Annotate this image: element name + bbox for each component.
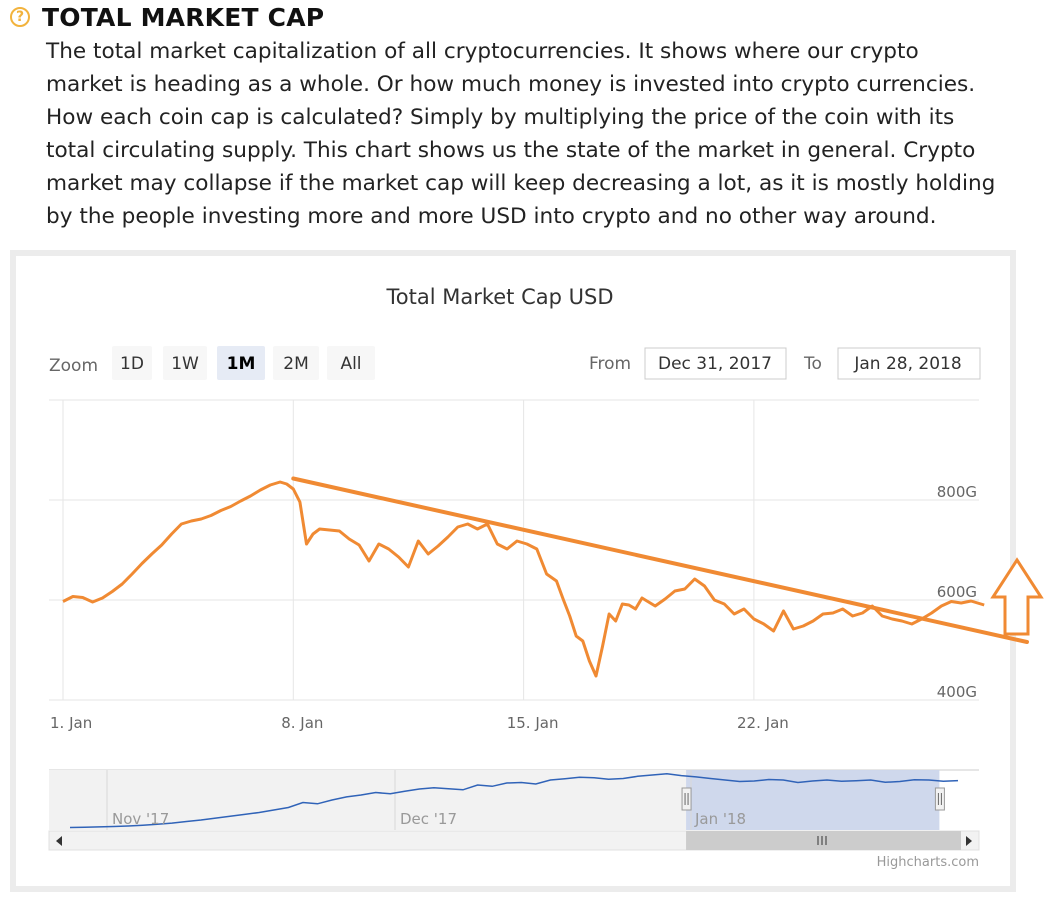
section-title: TOTAL MARKET CAP xyxy=(42,2,325,32)
x-tick-label: 8. Jan xyxy=(281,714,323,732)
y-tick-label: 400G xyxy=(937,683,977,701)
x-tick-label: 15. Jan xyxy=(507,714,559,732)
zoom-button-label: 1D xyxy=(120,354,144,374)
chart-title: Total Market Cap USD xyxy=(386,285,614,309)
plot-grid xyxy=(49,399,979,701)
description-line: market may collapse if the market cap wi… xyxy=(46,171,996,196)
y-tick-label: 600G xyxy=(937,583,977,601)
zoom-button-1m[interactable] xyxy=(217,346,265,380)
trend-line-annotation xyxy=(291,476,1029,644)
navigator-handle[interactable] xyxy=(934,787,945,811)
navigator-outside-left xyxy=(49,770,687,830)
section-description: The total market capitalization of all c… xyxy=(46,35,1046,233)
y-axis-labels: 400G 600G 800G xyxy=(937,483,977,701)
section-header: ? TOTAL MARKET CAP xyxy=(10,2,324,32)
zoom-button-all[interactable] xyxy=(327,346,375,380)
scroll-left-arrow-icon[interactable] xyxy=(56,836,62,846)
zoom-button-1d[interactable] xyxy=(112,346,152,380)
description-line: market is heading as a whole. Or how muc… xyxy=(46,72,976,97)
to-date-input[interactable] xyxy=(837,347,981,380)
description-line: The total market capitalization of all c… xyxy=(46,39,919,64)
navigator-scrollbar-thumb[interactable] xyxy=(686,831,961,850)
x-tick-label: 22. Jan xyxy=(737,714,789,732)
x-tick-label: 1. Jan xyxy=(50,714,92,732)
navigator[interactable]: Nov '17 Dec '17 Jan '18 xyxy=(48,769,980,851)
zoom-button-label: 1M xyxy=(227,354,256,374)
question-circle-icon[interactable]: ? xyxy=(10,7,30,27)
navigator-handle[interactable] xyxy=(681,787,692,811)
x-axis-labels: 1. Jan 8. Jan 15. Jan 22. Jan xyxy=(50,714,789,732)
up-arrow-icon xyxy=(990,557,1044,636)
series-line-total-market-cap xyxy=(62,480,985,678)
to-date-value: Jan 28, 2018 xyxy=(853,354,961,374)
description-line: by the people investing more and more US… xyxy=(46,204,937,229)
from-date-value: Dec 31, 2017 xyxy=(658,354,772,374)
description-line: How each coin cap is calculated? Simply … xyxy=(46,105,955,130)
zoom-button-label: All xyxy=(340,354,361,374)
navigator-tick-label: Dec '17 xyxy=(400,810,457,828)
annotation-layer xyxy=(291,476,1044,644)
to-label: To xyxy=(803,354,822,374)
from-date-input[interactable] xyxy=(644,347,787,380)
description-line: total circulating supply. This chart sho… xyxy=(46,138,976,163)
zoom-buttons: 1D 1W 1M 2M All xyxy=(112,346,375,380)
credits-text[interactable]: Highcharts.com xyxy=(877,855,979,870)
from-label: From xyxy=(589,354,631,374)
series-layer xyxy=(62,480,985,678)
navigator-tick-label: Jan '18 xyxy=(694,810,746,828)
y-tick-label: 800G xyxy=(937,483,977,501)
zoom-button-label: 2M xyxy=(283,354,308,374)
navigator-tick-label: Nov '17 xyxy=(112,810,169,828)
zoom-button-1w[interactable] xyxy=(163,346,207,380)
scroll-right-arrow-icon[interactable] xyxy=(966,836,972,846)
navigator-series-line xyxy=(69,773,959,829)
zoom-button-label: 1W xyxy=(171,354,199,374)
zoom-label: Zoom xyxy=(49,356,98,376)
zoom-button-2m[interactable] xyxy=(273,346,319,380)
